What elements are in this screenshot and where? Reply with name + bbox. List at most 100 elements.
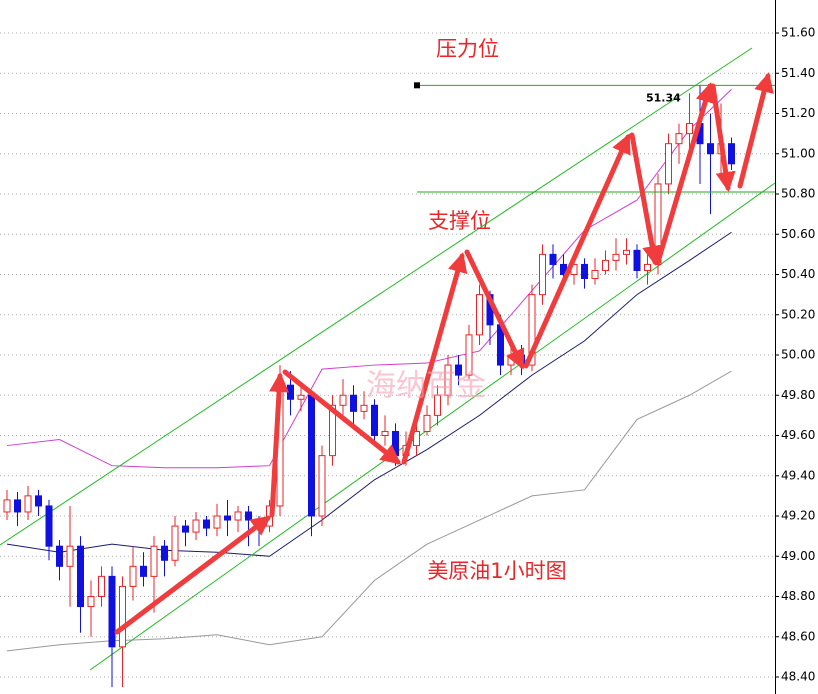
- arrow: [737, 72, 774, 189]
- candle-body: [591, 269, 599, 280]
- y-tick-label: 50.20: [781, 307, 815, 321]
- y-tick-label: 50.40: [781, 267, 815, 281]
- chart-name: 美原油1小时图: [427, 559, 566, 583]
- arrow: [629, 132, 662, 266]
- y-tick-label: 50.60: [781, 227, 815, 241]
- candle-body: [108, 575, 116, 648]
- bands: [6, 88, 732, 652]
- arrow: [401, 252, 468, 465]
- candle-body: [665, 143, 672, 185]
- band-line: [6, 231, 732, 557]
- candle-body: [549, 253, 557, 265]
- candle-body: [87, 596, 95, 608]
- candle-body: [45, 505, 53, 547]
- candle-body: [213, 515, 221, 529]
- y-tick-label: 51.60: [781, 26, 815, 40]
- arrows: [114, 72, 774, 635]
- candle-body: [339, 394, 347, 406]
- candle-body: [728, 143, 735, 165]
- candle-body: [66, 545, 74, 567]
- candle-body: [35, 495, 42, 507]
- candle-body: [129, 565, 137, 587]
- y-tick-label: 51.40: [781, 66, 815, 80]
- candle-body: [381, 430, 389, 437]
- y-tick-label: 51.20: [781, 106, 815, 120]
- candle-body: [434, 394, 441, 416]
- channel-upper: [0, 47, 753, 546]
- candle-body: [56, 545, 63, 567]
- watermark: 海纳百金: [366, 369, 486, 404]
- arrow: [269, 372, 290, 518]
- candle-body: [245, 511, 252, 521]
- y-tick-label: 48.60: [781, 629, 815, 643]
- level-handle: [414, 82, 420, 89]
- candle-body: [24, 495, 32, 513]
- candle-body: [77, 545, 84, 608]
- y-tick-label: 48.80: [781, 589, 815, 603]
- candle-body: [140, 565, 147, 577]
- candle-body: [182, 525, 189, 533]
- candle-body: [14, 499, 21, 513]
- candle-body: [3, 499, 11, 513]
- grid: [0, 32, 779, 678]
- arrow: [282, 369, 402, 465]
- candle-body: [308, 394, 315, 517]
- y-tick-label: 51.00: [781, 146, 815, 160]
- candle-body: [633, 249, 641, 271]
- candle-body: [612, 253, 620, 261]
- arrow: [464, 249, 525, 370]
- band-line: [6, 88, 732, 469]
- candle-body: [371, 404, 378, 436]
- candle-body: [360, 404, 368, 412]
- candle-body: [392, 430, 399, 457]
- candle-body: [444, 364, 452, 396]
- arrow: [710, 83, 736, 192]
- candle-body: [119, 585, 126, 648]
- candle-body: [171, 525, 179, 561]
- candle-body: [455, 364, 462, 376]
- candle-body: [581, 263, 588, 280]
- candle-body: [318, 455, 326, 517]
- arrow: [114, 515, 272, 635]
- candle-body: [192, 519, 200, 533]
- candle-body: [98, 575, 105, 597]
- candle-body: [476, 294, 483, 336]
- candle-body: [413, 430, 420, 447]
- candle-body: [675, 133, 683, 145]
- band-line: [6, 370, 732, 652]
- candle-body: [623, 249, 630, 255]
- channel: [0, 47, 776, 671]
- y-tick-label: 49.40: [781, 468, 815, 482]
- candle-body: [423, 414, 431, 432]
- candle-body: [539, 253, 546, 296]
- candle-body: [150, 545, 158, 577]
- candle-body: [528, 294, 536, 366]
- resistance-note: 压力位: [436, 37, 499, 61]
- y-tick-label: 50.00: [781, 348, 815, 362]
- y-tick-label: 49.00: [781, 549, 815, 563]
- candle-body: [686, 123, 693, 135]
- arrow: [523, 133, 631, 369]
- candle-body: [644, 263, 651, 271]
- resistance-value: 51.34: [646, 91, 681, 104]
- arrow: [655, 82, 716, 265]
- candle-body: [297, 394, 305, 400]
- candle-body: [602, 259, 609, 271]
- y-tick-label: 49.60: [781, 428, 815, 442]
- candle-body: [161, 545, 168, 561]
- candle-body: [234, 511, 242, 521]
- candle-body: [507, 354, 515, 366]
- y-tick-label: 49.20: [781, 509, 815, 523]
- y-tick-label: 48.40: [781, 670, 815, 684]
- support-note: 支撑位: [428, 209, 491, 233]
- candle-body: [224, 515, 231, 521]
- candle-body: [329, 404, 336, 457]
- candle-body: [203, 519, 210, 529]
- candle-body: [707, 143, 714, 155]
- y-tick-label: 49.80: [781, 388, 815, 402]
- candle-body: [465, 334, 473, 376]
- candle-body: [287, 384, 294, 400]
- y-tick-label: 50.80: [781, 187, 815, 201]
- candle-body: [350, 394, 357, 412]
